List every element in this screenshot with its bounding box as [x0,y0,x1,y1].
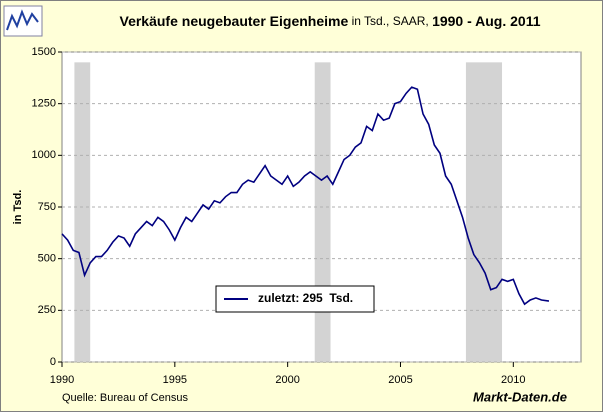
y-tick-label: 500 [38,253,56,265]
title-main: Verkäufe neugebauter Eigenheime [120,13,349,29]
y-tick-label: 1500 [32,46,56,58]
source: Quelle: Bureau of Census [62,392,188,404]
x-tick-label: 1990 [50,374,74,386]
y-tick-label: 1250 [32,98,56,110]
x-tick-label: 1995 [163,374,187,386]
recession-band [74,62,91,362]
y-tick-label: 250 [38,304,56,316]
y-axis-label: in Tsd. [12,190,24,225]
y-tick-label: 0 [50,356,56,368]
title-mid: in Tsd., SAAR, [348,14,432,28]
y-tick-label: 1000 [32,149,56,161]
brand: Markt-Daten.de [473,389,567,404]
x-tick-label: 2005 [388,374,412,386]
title-end: 1990 - Aug. 2011 [432,13,541,29]
series-line [61,86,550,306]
recession-band [465,62,503,362]
recession-band [314,62,331,362]
x-tick-label: 2000 [275,374,299,386]
legend-label: zuletzt: 295 Tsd. [258,291,353,305]
logo [3,5,43,37]
y-tick-label: 750 [38,201,56,213]
chart-title: Verkäufe neugebauter Eigenheime in Tsd.,… [120,13,541,29]
x-tick-label: 2010 [501,374,525,386]
